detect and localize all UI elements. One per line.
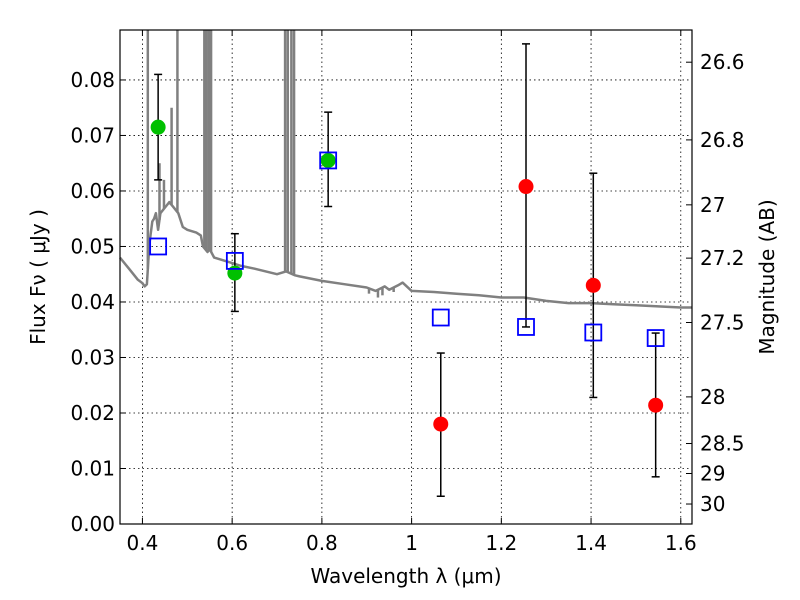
observed-point-green bbox=[227, 265, 243, 281]
y-tick-label: 0.07 bbox=[70, 123, 115, 147]
model-point-square bbox=[431, 308, 450, 327]
model-point-square bbox=[584, 323, 603, 342]
plot-frame bbox=[119, 29, 693, 525]
model-point-square bbox=[517, 318, 535, 336]
y-axis-label: Flux Fν ( μJy ) bbox=[26, 209, 50, 345]
right-axis-label: Magnitude (AB) bbox=[755, 199, 779, 354]
y-tick-label: 0.00 bbox=[70, 512, 115, 536]
sed-continuum-line bbox=[119, 200, 692, 309]
y-tick-label: 0.04 bbox=[70, 290, 115, 314]
x-tick-label: 0.6 bbox=[216, 531, 248, 555]
right-tick-label: 30 bbox=[700, 492, 725, 516]
y-tick-label: 0.08 bbox=[70, 68, 115, 92]
model-point-square bbox=[225, 252, 244, 270]
right-tick-label: 27.5 bbox=[700, 311, 745, 335]
right-tick-label: 27 bbox=[700, 193, 725, 217]
model-point-square bbox=[149, 237, 168, 256]
y-tick-label: 0.02 bbox=[70, 401, 115, 425]
observed-point-red bbox=[648, 397, 664, 413]
observed-point-red bbox=[518, 179, 534, 195]
right-tick-label: 28 bbox=[700, 385, 725, 409]
x-tick-label: 0.8 bbox=[306, 531, 338, 555]
y-tick-label: 0.01 bbox=[70, 456, 115, 480]
observed-point-red bbox=[433, 416, 449, 432]
right-tick-label: 28.5 bbox=[700, 432, 745, 456]
right-tick-label: 26.8 bbox=[700, 128, 745, 152]
model-point-square bbox=[646, 329, 665, 347]
x-tick-label: 0.4 bbox=[127, 531, 159, 555]
observed-point-green bbox=[150, 119, 166, 135]
model-photometry bbox=[149, 151, 665, 347]
axis-ticks: 0.4 0.6 0.8 1 1.2 1.4 1.6 0.00 0.01 0.02 0.03 0.04 0… bbox=[70, 30, 745, 555]
right-tick-label: 27.2 bbox=[700, 246, 745, 270]
x-tick-label: 1.4 bbox=[575, 531, 607, 555]
y-tick-label: 0.03 bbox=[70, 345, 115, 369]
x-axis-label: Wavelength λ (μm) bbox=[310, 564, 501, 588]
observed-point-green bbox=[320, 152, 336, 168]
observed-point-red bbox=[585, 277, 601, 293]
x-tick-label: 1.6 bbox=[665, 531, 697, 555]
model-point-square bbox=[319, 151, 338, 170]
right-tick-label: 29 bbox=[700, 461, 725, 485]
y-tick-label: 0.06 bbox=[70, 179, 115, 203]
x-tick-label: 1 bbox=[405, 531, 418, 555]
observed-photometry bbox=[150, 119, 664, 432]
y-tick-label: 0.05 bbox=[70, 234, 115, 258]
sed-model-spectrum bbox=[119, 30, 692, 309]
right-tick-label: 26.6 bbox=[700, 50, 745, 74]
x-tick-label: 1.2 bbox=[485, 531, 517, 555]
